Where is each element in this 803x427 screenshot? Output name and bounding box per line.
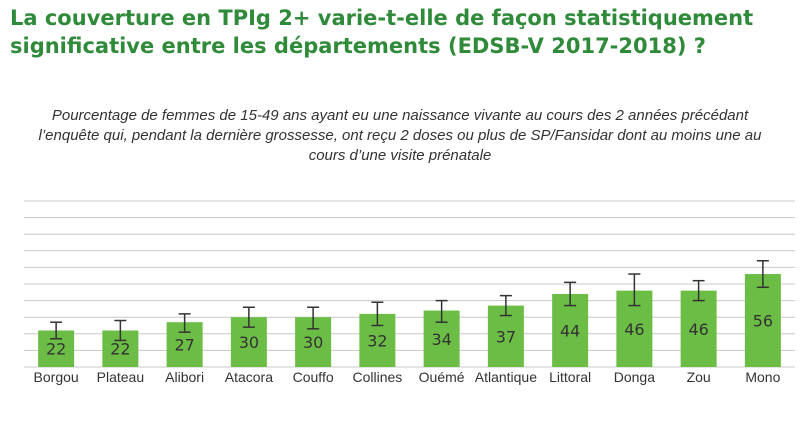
value-label: 56 — [753, 312, 773, 331]
value-label: 30 — [303, 333, 323, 352]
value-label: 46 — [688, 320, 708, 339]
category-label: Littoral — [549, 369, 591, 385]
value-label: 44 — [560, 321, 580, 340]
category-label: Alibori — [165, 369, 204, 385]
chart-subtitle: Pourcentage de femmes de 15-49 ans ayant… — [38, 107, 762, 164]
value-label: 32 — [367, 331, 387, 350]
value-labels: 22 22 27 30 30 32 34 37 44 46 46 56 — [46, 312, 773, 359]
value-label: 37 — [496, 327, 516, 346]
category-label: Borgou — [34, 369, 79, 385]
bars — [38, 274, 781, 367]
gridlines — [24, 200, 795, 368]
value-label: 30 — [239, 333, 259, 352]
bar — [680, 290, 717, 367]
chart-title: La couverture en TPIg 2+ varie-t-elle de… — [10, 6, 754, 58]
value-label: 34 — [431, 330, 451, 349]
category-label: Couffo — [293, 369, 334, 385]
category-label: Ouémé — [419, 369, 465, 385]
value-label: 22 — [110, 340, 130, 359]
bar — [744, 274, 781, 367]
error-bars — [50, 260, 769, 342]
category-label: Atlantique — [475, 369, 537, 385]
category-label: Zou — [687, 369, 711, 385]
value-label: 22 — [46, 340, 66, 359]
category-label: Atacora — [225, 369, 273, 385]
category-label: Plateau — [97, 369, 144, 385]
value-label: 27 — [174, 336, 194, 355]
category-label: Mono — [745, 369, 780, 385]
value-label: 46 — [624, 320, 644, 339]
category-label: Donga — [614, 369, 655, 385]
category-labels: Borgou Plateau Alibori Atacora Couffo Colline… — [34, 369, 781, 385]
category-label: Collines — [352, 369, 402, 385]
